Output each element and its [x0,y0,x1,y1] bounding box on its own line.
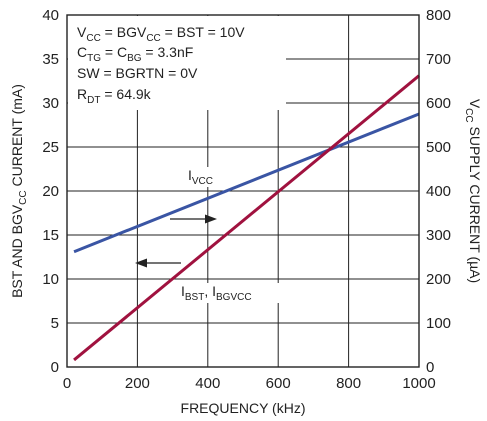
right-y-tick-label: 600 [426,95,451,112]
right-y-tick-label: 0 [426,359,434,376]
tick-labels: 0 200 400 600 800 100005101520253035400100200… [42,7,451,392]
left-y-tick-label: 30 [42,95,59,112]
right-y-tick-label: 200 [426,271,451,288]
x-tick-label: 400 [195,375,220,392]
left-y-tick-label: 40 [42,7,59,24]
right-axis-title: VCC SUPPLY CURRENT (µA) [463,99,483,283]
conditions-box-mask [68,16,286,110]
left-y-tick-label: 0 [51,359,59,376]
ibst-label-mask [178,283,280,303]
condition-line-1: VCC = BGVCC = BST = 10V [77,24,245,44]
right-y-tick-label: 700 [426,51,451,68]
left-y-tick-label: 20 [42,183,59,200]
left-y-tick-label: 35 [42,51,59,68]
series-label-ibst: IBST, IBGVCC [181,283,252,303]
series-line-0 [73,112,420,254]
left-y-tick-label: 10 [42,271,59,288]
series-line-1 [73,74,420,362]
ivcc-label-mask [186,167,226,187]
right-y-tick-label: 100 [426,315,451,332]
x-tick-label: 800 [336,375,361,392]
x-tick-label: 1000 [402,375,435,392]
right-y-tick-label: 500 [426,139,451,156]
left-y-tick-label: 5 [51,315,59,332]
series-label-ivcc: IVCC [188,167,213,187]
x-tick-label: 200 [125,375,150,392]
right-axis-arrowhead [205,214,217,224]
series-layer [73,74,420,362]
plot-frame [66,14,420,368]
condition-line-2: CTG = CBG = 3.3nF [77,44,193,64]
x-axis-title: FREQUENCY (kHz) [181,400,306,416]
left-axis-arrowhead [135,258,147,268]
right-y-tick-label: 300 [426,227,451,244]
right-y-tick-label: 800 [426,7,451,24]
condition-line-4: RDT = 64.9k [77,86,152,106]
condition-line-3: SW = BGRTN = 0V [77,65,198,81]
left-y-tick-label: 15 [42,227,59,244]
left-y-tick-label: 25 [42,139,59,156]
x-tick-label: 600 [266,375,291,392]
left-axis-title: BST AND BGVCC CURRENT (mA) [9,84,29,298]
right-y-tick-label: 400 [426,183,451,200]
x-tick-label: 0 [63,375,71,392]
